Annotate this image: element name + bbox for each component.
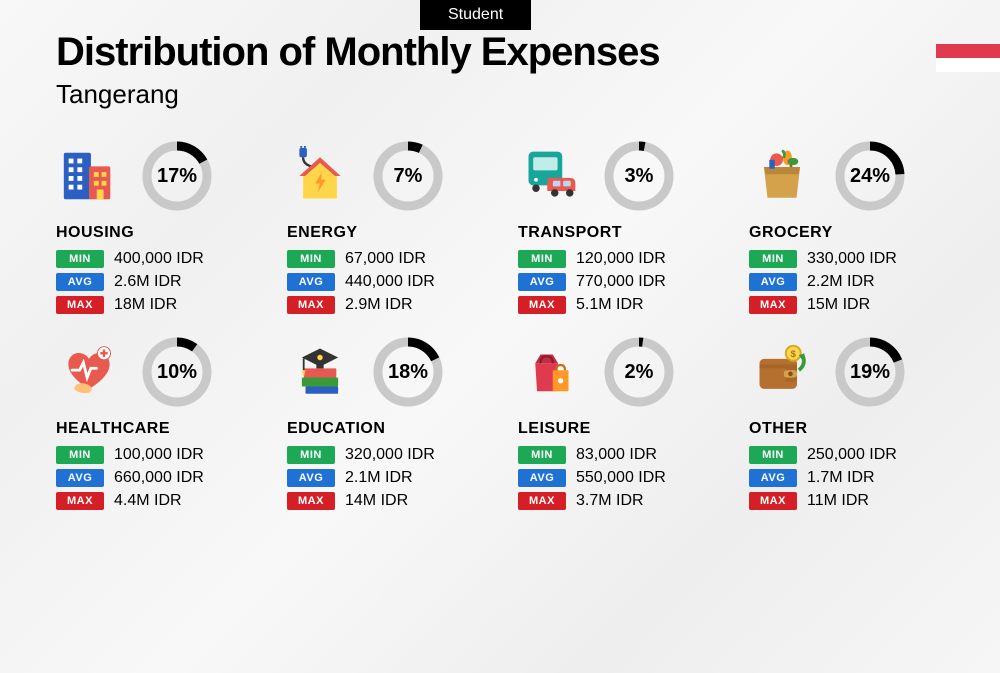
energy-avg: 440,000 IDR (345, 273, 435, 291)
grocery-min: 330,000 IDR (807, 250, 897, 268)
education-min: 320,000 IDR (345, 446, 435, 464)
min-pill: MIN (56, 446, 104, 464)
min-pill: MIN (287, 446, 335, 464)
avg-pill: AVG (749, 469, 797, 487)
country-flag (936, 44, 1000, 72)
category-card-leisure: 2% LEISURE MIN 83,000 IDR AVG 550,000 ID… (518, 334, 729, 510)
healthcare-icon (56, 339, 122, 405)
education-avg: 2.1M IDR (345, 469, 413, 487)
healthcare-label: HEALTHCARE (56, 420, 267, 438)
avg-pill: AVG (287, 273, 335, 291)
max-pill: MAX (518, 492, 566, 510)
housing-donut: 17% (140, 139, 214, 213)
housing-pct: 17% (140, 139, 214, 213)
education-max: 14M IDR (345, 492, 408, 510)
other-icon: $ (749, 339, 815, 405)
education-donut: 18% (371, 335, 445, 409)
leisure-max: 3.7M IDR (576, 492, 644, 510)
min-pill: MIN (518, 250, 566, 268)
min-pill: MIN (749, 250, 797, 268)
category-card-grocery: 24% GROCERY MIN 330,000 IDR AVG 2.2M IDR… (749, 138, 960, 314)
healthcare-max: 4.4M IDR (114, 492, 182, 510)
housing-min: 400,000 IDR (114, 250, 204, 268)
energy-min: 67,000 IDR (345, 250, 426, 268)
min-pill: MIN (56, 250, 104, 268)
other-avg: 1.7M IDR (807, 469, 875, 487)
leisure-min: 83,000 IDR (576, 446, 657, 464)
other-donut: 19% (833, 335, 907, 409)
leisure-donut: 2% (602, 335, 676, 409)
transport-min: 120,000 IDR (576, 250, 666, 268)
category-card-healthcare: 10% HEALTHCARE MIN 100,000 IDR AVG 660,0… (56, 334, 267, 510)
transport-donut: 3% (602, 139, 676, 213)
student-badge: Student (420, 0, 531, 30)
grocery-max: 15M IDR (807, 296, 870, 314)
leisure-pct: 2% (602, 335, 676, 409)
svg-text:$: $ (791, 349, 797, 359)
max-pill: MAX (56, 296, 104, 314)
grocery-pct: 24% (833, 139, 907, 213)
category-card-other: $ 19% OTHER MIN 250,000 IDR AVG 1.7M IDR (749, 334, 960, 510)
healthcare-avg: 660,000 IDR (114, 469, 204, 487)
leisure-avg: 550,000 IDR (576, 469, 666, 487)
housing-avg: 2.6M IDR (114, 273, 182, 291)
max-pill: MAX (749, 296, 797, 314)
category-card-education: 18% EDUCATION MIN 320,000 IDR AVG 2.1M I… (287, 334, 498, 510)
category-card-energy: 7% ENERGY MIN 67,000 IDR AVG 440,000 IDR… (287, 138, 498, 314)
transport-avg: 770,000 IDR (576, 273, 666, 291)
energy-icon (287, 143, 353, 209)
healthcare-donut: 10% (140, 335, 214, 409)
avg-pill: AVG (749, 273, 797, 291)
transport-icon (518, 143, 584, 209)
min-pill: MIN (749, 446, 797, 464)
avg-pill: AVG (518, 469, 566, 487)
transport-label: TRANSPORT (518, 224, 729, 242)
other-label: OTHER (749, 420, 960, 438)
healthcare-min: 100,000 IDR (114, 446, 204, 464)
page-title: Distribution of Monthly Expenses (56, 30, 1000, 75)
energy-label: ENERGY (287, 224, 498, 242)
grocery-avg: 2.2M IDR (807, 273, 875, 291)
transport-pct: 3% (602, 139, 676, 213)
education-label: EDUCATION (287, 420, 498, 438)
leisure-icon (518, 339, 584, 405)
grocery-donut: 24% (833, 139, 907, 213)
avg-pill: AVG (287, 469, 335, 487)
max-pill: MAX (749, 492, 797, 510)
housing-label: HOUSING (56, 224, 267, 242)
housing-max: 18M IDR (114, 296, 177, 314)
category-card-housing: 17% HOUSING MIN 400,000 IDR AVG 2.6M IDR… (56, 138, 267, 314)
transport-max: 5.1M IDR (576, 296, 644, 314)
max-pill: MAX (518, 296, 566, 314)
education-icon (287, 339, 353, 405)
healthcare-pct: 10% (140, 335, 214, 409)
max-pill: MAX (287, 296, 335, 314)
energy-pct: 7% (371, 139, 445, 213)
page-subtitle: Tangerang (56, 79, 1000, 110)
other-max: 11M IDR (807, 492, 869, 510)
category-grid: 17% HOUSING MIN 400,000 IDR AVG 2.6M IDR… (0, 110, 1000, 510)
grocery-label: GROCERY (749, 224, 960, 242)
max-pill: MAX (56, 492, 104, 510)
avg-pill: AVG (56, 469, 104, 487)
max-pill: MAX (287, 492, 335, 510)
avg-pill: AVG (56, 273, 104, 291)
energy-max: 2.9M IDR (345, 296, 413, 314)
category-card-transport: 3% TRANSPORT MIN 120,000 IDR AVG 770,000… (518, 138, 729, 314)
leisure-label: LEISURE (518, 420, 729, 438)
min-pill: MIN (518, 446, 566, 464)
education-pct: 18% (371, 335, 445, 409)
other-min: 250,000 IDR (807, 446, 897, 464)
grocery-icon (749, 143, 815, 209)
min-pill: MIN (287, 250, 335, 268)
housing-icon (56, 143, 122, 209)
other-pct: 19% (833, 335, 907, 409)
avg-pill: AVG (518, 273, 566, 291)
energy-donut: 7% (371, 139, 445, 213)
